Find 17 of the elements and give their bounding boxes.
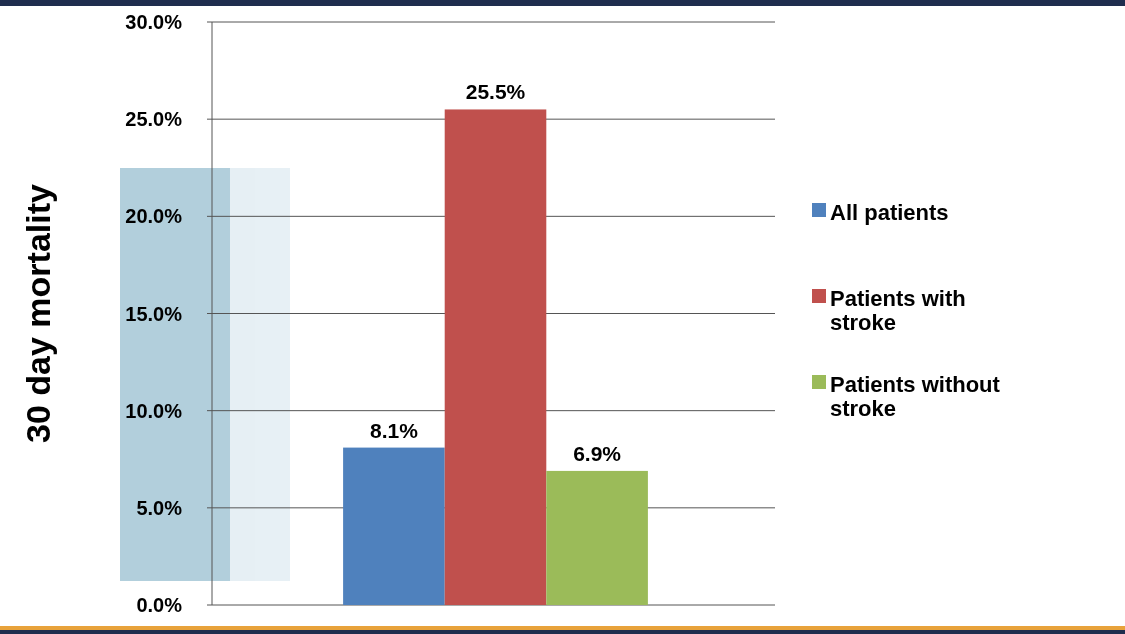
data-label: 6.9% bbox=[573, 441, 622, 465]
y-axis-title: 30 day mortality bbox=[19, 183, 57, 443]
legend-label: Patients without stroke bbox=[830, 371, 1001, 421]
y-tick-label: 20.0% bbox=[125, 205, 183, 228]
data-label: 25.5% bbox=[465, 80, 526, 104]
y-tick-label: 0.0% bbox=[136, 594, 183, 616]
bar bbox=[343, 447, 445, 605]
y-tick-label: 30.0% bbox=[125, 11, 183, 33]
y-tick-label: 25.0% bbox=[125, 108, 183, 131]
legend-label: All patients bbox=[830, 199, 949, 225]
y-tick-label: 5.0% bbox=[136, 496, 183, 519]
bar bbox=[546, 470, 648, 605]
legend-label: Patients with stroke bbox=[830, 285, 966, 335]
y-tick-label: 15.0% bbox=[125, 302, 183, 325]
bar bbox=[444, 109, 547, 605]
y-tick-label: 10.0% bbox=[125, 399, 183, 422]
data-label: 8.1% bbox=[369, 418, 419, 442]
